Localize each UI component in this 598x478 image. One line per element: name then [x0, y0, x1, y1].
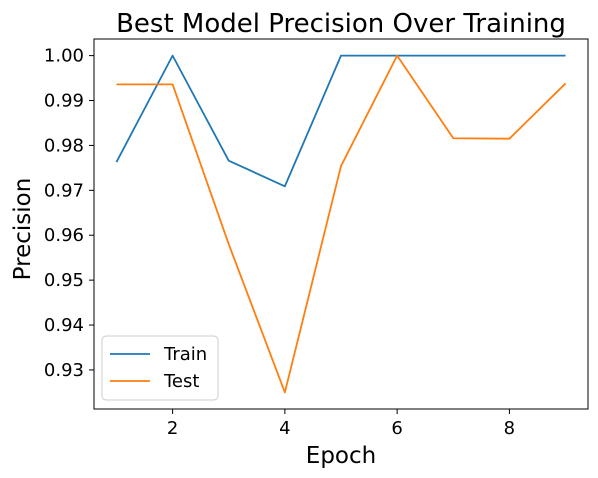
series-line-test [116, 54, 567, 394]
x-axis-label: Epoch [306, 443, 376, 469]
legend-label-test: Test [163, 371, 199, 392]
y-tick-label: 0.98 [44, 135, 84, 156]
chart-title: Best Model Precision Over Training [116, 9, 566, 39]
axis-ticks: 2 4 6 8 0.93 0.94 0.95 0.96 0.97 0.98 0.99 1.00 [44, 46, 515, 439]
series-line-train [115, 54, 566, 188]
x-tick-label: 2 [167, 418, 178, 439]
plot-lines [115, 54, 567, 394]
x-tick-label: 8 [504, 418, 515, 439]
legend-box [101, 335, 219, 401]
y-tick-label: 1.00 [44, 46, 84, 67]
y-tick-label: 0.95 [44, 270, 84, 291]
y-tick-label: 0.93 [44, 360, 84, 381]
y-tick-label: 0.97 [44, 180, 84, 201]
plot-frame [93, 38, 589, 410]
y-tick-label: 0.99 [44, 91, 84, 112]
y-tick-label: 0.94 [44, 315, 84, 336]
legend: Train Test [101, 335, 219, 401]
x-tick-label: 6 [391, 418, 402, 439]
x-tick-label: 4 [279, 418, 290, 439]
y-axis-label: Precision [10, 178, 36, 281]
y-tick-label: 0.96 [44, 225, 84, 246]
legend-label-train: Train [163, 344, 207, 365]
